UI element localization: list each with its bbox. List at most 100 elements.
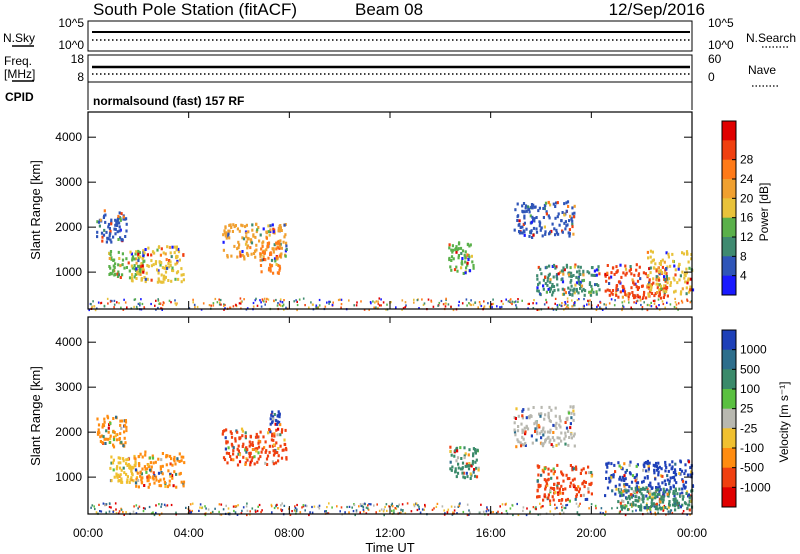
scatter-cell	[202, 302, 205, 305]
echo-cell	[125, 229, 128, 233]
echo-cell	[518, 230, 521, 233]
echo-cell	[637, 496, 640, 500]
echo-cell	[646, 250, 649, 254]
scatter-cell	[482, 510, 485, 513]
echo-cell	[251, 228, 254, 232]
scatter-cell	[237, 504, 239, 507]
echo-cell	[573, 204, 576, 208]
echo-cell	[656, 291, 659, 294]
scatter-cell	[313, 505, 316, 508]
echo-cell	[677, 501, 680, 505]
echo-cell	[103, 209, 106, 213]
scatter-cell	[134, 298, 137, 301]
scatter-cell	[252, 305, 255, 308]
echo-cell	[516, 202, 519, 206]
scatter-cell	[662, 302, 665, 306]
echo-cell	[229, 430, 232, 434]
scatter-cell	[650, 301, 652, 304]
echo-cell	[621, 295, 624, 299]
echo-cell	[537, 283, 540, 287]
echo-cell	[448, 258, 451, 262]
echo-cell	[529, 231, 532, 235]
echo-cell	[100, 231, 104, 235]
scatter-cell	[208, 304, 211, 307]
scatter-cell	[614, 299, 616, 302]
echo-cell	[636, 286, 640, 290]
echo-cell	[573, 412, 576, 416]
echo-cell	[521, 414, 524, 418]
echo-cell	[529, 214, 532, 218]
echo-cell	[146, 467, 149, 471]
echo-cell	[567, 411, 571, 415]
echo-cell	[642, 494, 645, 498]
echo-cell	[137, 272, 140, 276]
echo-cell	[570, 275, 573, 278]
echo-cell	[656, 486, 659, 490]
echo-cell	[547, 477, 550, 481]
echo-cell	[523, 221, 526, 225]
scatter-cell	[188, 307, 191, 310]
echo-cell	[657, 470, 660, 474]
scatter-cell	[456, 512, 458, 515]
x-tick-label: 16:00	[476, 526, 506, 540]
echo-cell	[535, 227, 538, 231]
echo-cell	[663, 286, 666, 290]
echo-cell	[270, 438, 273, 442]
echo-cell	[648, 283, 651, 287]
echo-cell	[112, 468, 115, 472]
echo-cell	[544, 230, 547, 234]
echo-cell	[268, 444, 271, 448]
echo-cell	[144, 277, 147, 281]
colorbar-segment	[722, 159, 736, 180]
echo-cell	[280, 252, 283, 256]
echo-cell	[538, 206, 541, 210]
echo-cell	[113, 431, 116, 434]
echo-cell	[661, 258, 664, 262]
echo-cell	[173, 470, 176, 474]
echo-cell	[279, 224, 282, 227]
echo-cell	[671, 252, 674, 256]
echo-cell	[118, 221, 121, 225]
scatter-cell	[235, 304, 237, 307]
echo-cell	[224, 234, 227, 238]
echo-cell	[143, 484, 146, 487]
scatter-cell	[296, 503, 298, 507]
echo-cell	[589, 290, 593, 294]
scatter-cell	[246, 513, 248, 517]
echo-cell	[615, 293, 618, 297]
echo-cell	[252, 233, 255, 237]
echo-cell	[226, 440, 229, 444]
scatter-cell	[340, 506, 343, 509]
scatter-cell	[385, 308, 387, 311]
echo-cell	[636, 279, 640, 283]
echo-cell	[182, 484, 185, 488]
echo-cell	[454, 449, 457, 453]
echo-cell	[633, 273, 636, 277]
echo-cell	[112, 235, 115, 239]
scatter-cell	[495, 511, 498, 515]
echo-cell	[141, 455, 144, 459]
echo-cell	[625, 468, 628, 472]
echo-cell	[629, 265, 632, 268]
scatter-cell	[144, 507, 146, 510]
echo-cell	[223, 458, 227, 462]
scatter-cell	[492, 511, 494, 514]
scatter-cell	[554, 503, 556, 506]
scatter-cell	[532, 302, 534, 305]
echo-cell	[269, 417, 272, 421]
scatter-cell	[483, 300, 485, 303]
scatter-cell	[576, 298, 579, 302]
echo-cell	[549, 486, 552, 490]
echo-cell	[477, 468, 480, 472]
scatter-cell	[566, 297, 569, 300]
echo-cell	[451, 244, 454, 248]
scatter-cell	[431, 508, 434, 511]
echo-cell	[246, 244, 250, 248]
echo-cell	[524, 430, 527, 434]
scatter-cell	[246, 509, 249, 512]
echo-cell	[536, 277, 539, 281]
echo-cell	[276, 246, 279, 250]
echo-cell	[256, 447, 259, 451]
echo-cell	[619, 501, 622, 505]
scatter-cell	[388, 505, 390, 508]
